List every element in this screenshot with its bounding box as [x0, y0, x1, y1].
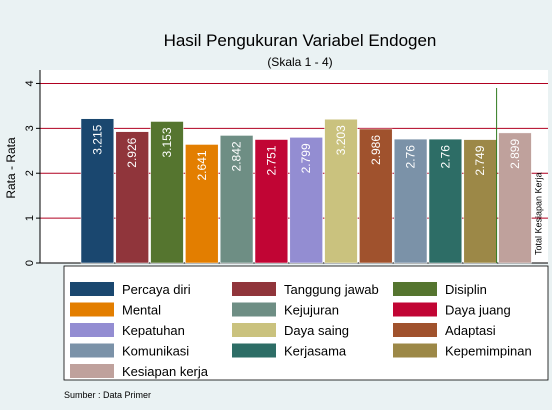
legend-swatch [70, 282, 114, 296]
data-label: 2.926 [125, 137, 139, 167]
source-note: Sumber : Data Primer [64, 390, 151, 400]
y-tick-label: 1 [24, 215, 36, 221]
y-tick-label: 2 [24, 170, 36, 176]
legend-label: Disiplin [445, 282, 487, 297]
data-label: 3.203 [334, 125, 348, 155]
bar [185, 144, 219, 264]
data-label: 2.641 [195, 150, 209, 180]
bar [150, 121, 184, 264]
legend-swatch [393, 282, 437, 296]
legend-label: Komunikasi [122, 344, 189, 359]
legend-label: Kerjasama [284, 344, 347, 359]
annotation: Total Kesiapan Kerja [533, 172, 543, 255]
data-label: 2.899 [508, 139, 522, 169]
legend-label: Kejujuran [284, 303, 339, 318]
legend-label: Adaptasi [445, 323, 496, 338]
legend-swatch [393, 323, 437, 337]
bar [289, 137, 323, 264]
y-axis-label: Rata - Rata [4, 137, 18, 199]
legend-label: Kesiapan kerja [122, 364, 209, 379]
data-label: 2.76 [438, 145, 452, 169]
bar [80, 118, 115, 264]
bar [115, 131, 149, 264]
bar [428, 138, 463, 264]
data-label: 3.215 [90, 124, 104, 154]
bar [219, 135, 254, 264]
legend-swatch [70, 343, 114, 358]
data-label: 2.986 [369, 135, 383, 165]
y-tick-label: 3 [24, 125, 36, 131]
legend-label: Daya juang [445, 303, 511, 318]
legend-swatch [70, 323, 114, 337]
data-label: 2.76 [404, 145, 418, 169]
y-tick-label: 4 [24, 80, 36, 86]
legend-label: Kepatuhan [122, 323, 185, 338]
data-label: 2.799 [299, 143, 313, 173]
bar [463, 139, 497, 264]
legend-label: Tanggung jawab [284, 282, 379, 297]
data-label: 2.749 [473, 145, 487, 175]
legend-swatch [232, 323, 276, 337]
legend-swatch [232, 282, 276, 296]
data-label: 2.751 [264, 145, 278, 175]
y-tick-label: 0 [24, 260, 36, 266]
legend-label: Percaya diri [122, 282, 191, 297]
bar [324, 118, 358, 264]
legend-label: Mental [122, 303, 161, 318]
bar [359, 128, 393, 264]
legend-swatch [232, 343, 276, 358]
legend-label: Kepemimpinan [445, 344, 532, 359]
legend-swatch [393, 302, 437, 317]
chart-subtitle: (Skala 1 - 4) [267, 55, 332, 69]
legend-swatch [393, 343, 437, 358]
data-label: 2.842 [230, 141, 244, 171]
legend-swatch [70, 364, 114, 378]
legend-label: Daya saing [284, 323, 349, 338]
bar [498, 132, 532, 264]
legend-box [63, 265, 549, 381]
chart-title: Hasil Pengukuran Variabel Endogen [164, 31, 437, 50]
legend-swatch [70, 302, 114, 317]
bar [393, 138, 428, 264]
data-label: 3.153 [160, 127, 174, 157]
bar [254, 139, 289, 264]
legend-swatch [232, 302, 276, 317]
